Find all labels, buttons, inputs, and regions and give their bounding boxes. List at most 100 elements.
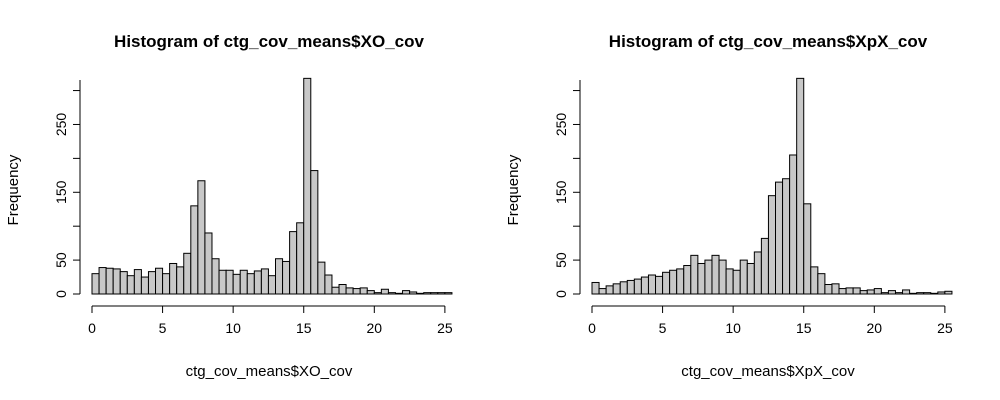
x-tick-label: 0	[588, 320, 596, 336]
histogram-bar	[683, 265, 692, 295]
chart-title: Histogram of ctg_cov_means$XO_cov	[114, 32, 424, 51]
histogram-bar	[253, 270, 262, 295]
y-tick-label: 0	[53, 290, 69, 298]
histogram-bar	[352, 288, 361, 295]
histogram-bar	[739, 259, 748, 295]
histogram-bar	[140, 276, 149, 295]
histogram-bar	[444, 292, 453, 295]
y-axis-label: Frequency	[5, 154, 22, 225]
histogram-bar	[880, 292, 889, 295]
histogram-panel-xo: Histogram of ctg_cov_means$XO_cov ctg_co…	[5, 32, 453, 380]
histogram-bar	[359, 287, 368, 295]
x-tick-label: 10	[225, 320, 241, 336]
histogram-bar	[310, 170, 319, 295]
histogram-bar	[612, 283, 621, 295]
y-axis-label: Frequency	[505, 154, 522, 225]
histogram-bar	[753, 251, 762, 295]
histogram-bar	[246, 273, 255, 295]
x-axis-label: ctg_cov_means$XpX_cov	[681, 363, 855, 380]
histogram-bar	[211, 258, 220, 295]
histogram-bar	[887, 290, 896, 295]
histogram-bar	[626, 279, 635, 295]
histogram-bar	[91, 273, 100, 295]
histogram-bar	[239, 269, 248, 295]
histogram-bar	[619, 281, 628, 295]
histogram-bar	[98, 267, 107, 295]
y-tick-label: 0	[553, 290, 569, 298]
histogram-bar	[909, 292, 918, 295]
histogram-bar	[676, 268, 685, 295]
histogram-bar	[338, 284, 347, 295]
histogram-bar	[317, 261, 326, 295]
y-tick-label: 150	[553, 180, 569, 204]
histogram-bar	[789, 154, 798, 295]
histogram-bar	[852, 287, 861, 295]
histogram-bar	[944, 290, 953, 295]
histogram-bar	[430, 292, 439, 295]
y-tick-label: 150	[53, 180, 69, 204]
histogram-bar	[718, 259, 727, 295]
histogram-bar	[894, 292, 904, 295]
x-tick-label: 15	[796, 320, 812, 336]
histogram-bar	[366, 290, 375, 295]
histogram-bar	[324, 274, 333, 295]
histogram-bar	[289, 231, 298, 295]
histogram-bar	[409, 291, 418, 295]
chart-title: Histogram of ctg_cov_means$XpX_cov	[609, 32, 928, 51]
histogram-bar	[866, 289, 875, 295]
histogram-bar	[437, 292, 446, 295]
histogram-bar	[155, 267, 164, 295]
x-tick-label: 5	[659, 320, 667, 336]
histogram-bar	[873, 288, 882, 295]
histogram-bar	[119, 271, 128, 295]
histogram-bar	[704, 259, 713, 295]
y-tick-label: 250	[553, 113, 569, 137]
histogram-bars	[91, 77, 453, 295]
histogram-bar	[275, 258, 284, 295]
x-tick-label: 0	[88, 320, 96, 336]
histogram-bar	[260, 268, 269, 295]
histogram-bar	[732, 269, 741, 295]
x-tick-label: 15	[296, 320, 312, 336]
x-tick-label: 25	[937, 320, 953, 336]
histogram-bar	[633, 278, 642, 295]
histogram-bar	[655, 275, 664, 295]
histogram-bar	[380, 288, 389, 295]
histogram-bar	[169, 262, 178, 295]
histogram-bar	[133, 269, 142, 295]
histogram-bar	[831, 283, 840, 295]
histogram-bar	[824, 284, 833, 295]
histogram-bar	[916, 292, 925, 295]
histogram-bars	[591, 77, 953, 295]
histogram-bar	[760, 237, 769, 295]
histogram-bar	[662, 271, 671, 295]
histogram-bar	[746, 262, 755, 295]
histogram-bar	[126, 275, 135, 295]
histogram-panel-xpx: Histogram of ctg_cov_means$XpX_cov ctg_c…	[505, 32, 953, 380]
histogram-bar	[112, 268, 121, 295]
histogram-bar	[296, 222, 305, 295]
histogram-bar	[176, 266, 185, 295]
y-tick-label: 50	[553, 252, 569, 268]
histogram-bar	[711, 254, 720, 295]
x-tick-label: 5	[159, 320, 167, 336]
x-tick-label: 20	[867, 320, 883, 336]
x-tick-label: 20	[367, 320, 383, 336]
histogram-bar	[218, 269, 227, 295]
y-axis: 0 50 150 250	[553, 80, 581, 298]
y-tick-label: 250	[53, 113, 69, 137]
x-axis: 0 5 10 15 20 25	[88, 305, 453, 336]
histogram-bar	[669, 269, 678, 295]
histogram-bar	[190, 205, 199, 295]
histogram-bar	[591, 281, 600, 295]
histogram-bar	[803, 203, 812, 295]
histogram-bar	[605, 285, 614, 295]
histogram-bar	[267, 275, 277, 295]
histogram-bar	[767, 195, 777, 295]
histogram-bar	[697, 262, 706, 295]
histogram-bar	[197, 180, 206, 295]
histogram-bar	[423, 292, 432, 295]
histogram-bar	[416, 292, 425, 295]
histogram-bar	[902, 289, 911, 295]
